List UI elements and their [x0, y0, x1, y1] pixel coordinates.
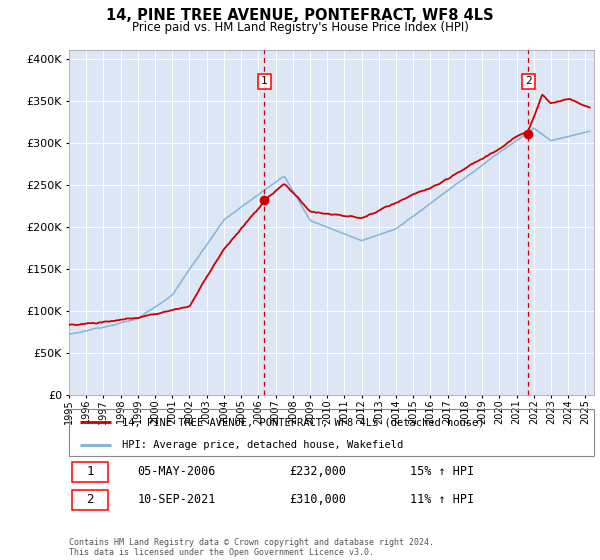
Text: 15% ↑ HPI: 15% ↑ HPI	[410, 465, 475, 478]
Text: 2: 2	[86, 493, 94, 506]
Text: Contains HM Land Registry data © Crown copyright and database right 2024.
This d: Contains HM Land Registry data © Crown c…	[69, 538, 434, 557]
Text: 11% ↑ HPI: 11% ↑ HPI	[410, 493, 475, 506]
Text: £232,000: £232,000	[290, 465, 347, 478]
Text: 05-MAY-2006: 05-MAY-2006	[137, 465, 215, 478]
Text: Price paid vs. HM Land Registry's House Price Index (HPI): Price paid vs. HM Land Registry's House …	[131, 21, 469, 34]
Text: 1: 1	[261, 76, 268, 86]
Text: 2: 2	[525, 76, 532, 86]
Text: 1: 1	[86, 465, 94, 478]
Bar	[71, 461, 109, 482]
Bar	[71, 489, 109, 510]
Text: HPI: Average price, detached house, Wakefield: HPI: Average price, detached house, Wake…	[121, 440, 403, 450]
Text: 14, PINE TREE AVENUE, PONTEFRACT, WF8 4LS: 14, PINE TREE AVENUE, PONTEFRACT, WF8 4L…	[106, 8, 494, 24]
Text: £310,000: £310,000	[290, 493, 347, 506]
Text: 10-SEP-2021: 10-SEP-2021	[137, 493, 215, 506]
Text: 14, PINE TREE AVENUE, PONTEFRACT, WF8 4LS (detached house): 14, PINE TREE AVENUE, PONTEFRACT, WF8 4L…	[121, 417, 484, 427]
